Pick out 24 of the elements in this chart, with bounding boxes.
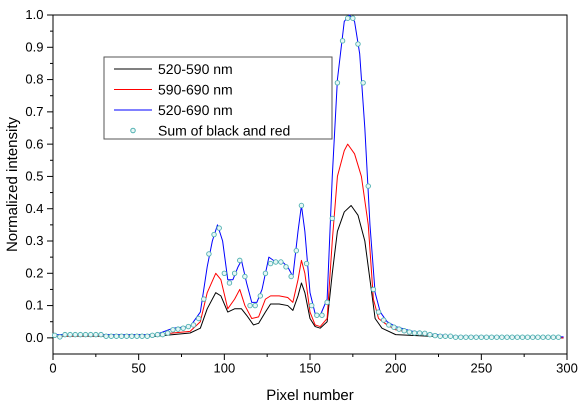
y-tick-label: 0.1 bbox=[25, 298, 44, 313]
y-tick-label: 0.9 bbox=[25, 39, 44, 54]
y-tick-label: 0.4 bbox=[25, 200, 44, 216]
x-tick-label: 200 bbox=[384, 360, 407, 376]
y-tick-label: 0.3 bbox=[25, 233, 44, 248]
x-axis-title: Pixel number bbox=[266, 387, 354, 404]
x-tick-label: 150 bbox=[299, 360, 321, 376]
x-tick-label: 250 bbox=[470, 360, 492, 376]
y-tick-label: 0.2 bbox=[25, 265, 44, 280]
legend-label: 520-590 nm bbox=[158, 61, 233, 77]
y-tick-label: 0.5 bbox=[25, 168, 44, 184]
legend-label: Sum of black and red bbox=[158, 122, 290, 138]
y-axis-title: Normalized intensity bbox=[4, 116, 21, 252]
y-tick-label: 0.0 bbox=[25, 330, 44, 346]
y-tick-label: 0.7 bbox=[25, 104, 44, 120]
legend-label: 590-690 nm bbox=[158, 82, 233, 98]
x-tick-label: 100 bbox=[213, 360, 236, 376]
y-tick-label: 0.6 bbox=[25, 136, 44, 152]
y-tick-label: 0.8 bbox=[25, 72, 44, 87]
x-tick-label: 300 bbox=[556, 360, 578, 376]
y-tick-label: 1.0 bbox=[25, 7, 44, 22]
legend-label: 520-690 nm bbox=[158, 102, 233, 118]
x-tick-label: 50 bbox=[131, 360, 146, 376]
x-tick-label: 0 bbox=[49, 360, 57, 376]
